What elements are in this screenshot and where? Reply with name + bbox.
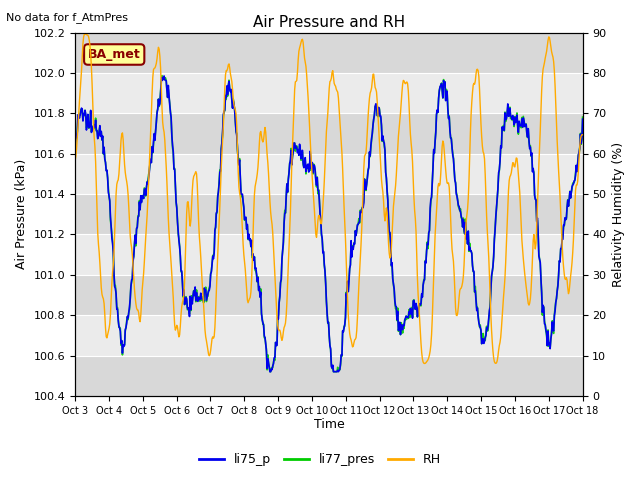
Bar bbox=[75, 315, 582, 356]
Bar bbox=[75, 73, 582, 113]
Bar bbox=[75, 356, 582, 396]
Legend: li75_p, li77_pres, RH: li75_p, li77_pres, RH bbox=[195, 448, 445, 471]
X-axis label: Time: Time bbox=[314, 419, 344, 432]
Y-axis label: Air Pressure (kPa): Air Pressure (kPa) bbox=[15, 159, 28, 269]
Text: BA_met: BA_met bbox=[88, 48, 141, 61]
Title: Air Pressure and RH: Air Pressure and RH bbox=[253, 15, 405, 30]
Text: No data for f_AtmPres: No data for f_AtmPres bbox=[6, 12, 129, 23]
Bar bbox=[75, 33, 582, 73]
Bar bbox=[75, 154, 582, 194]
Bar bbox=[75, 234, 582, 275]
Bar bbox=[75, 113, 582, 154]
Y-axis label: Relativity Humidity (%): Relativity Humidity (%) bbox=[612, 142, 625, 287]
Bar bbox=[75, 194, 582, 234]
Bar bbox=[75, 275, 582, 315]
